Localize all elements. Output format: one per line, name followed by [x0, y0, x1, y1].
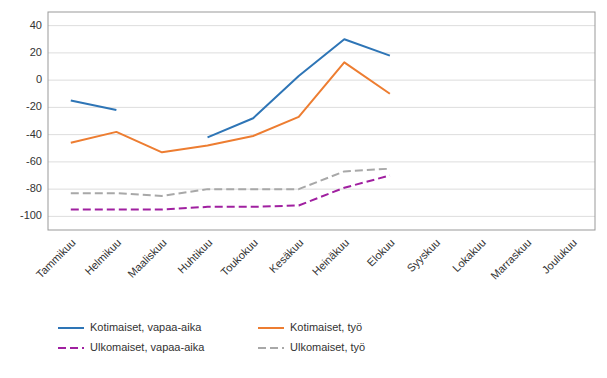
x-tick-label: Lokakuu	[450, 236, 488, 274]
y-tick-label: -80	[26, 182, 42, 194]
grid-line	[48, 134, 595, 135]
legend-swatch	[258, 347, 284, 349]
grid-line	[48, 107, 595, 108]
series-line	[71, 62, 390, 152]
y-tick-label: -100	[20, 209, 42, 221]
chart: -100 -80 -60 -40 -20 0 20 40 TammikuuHelmikuuMaa…	[0, 0, 607, 378]
legend-label: Kotimaiset, vapaa-aika	[90, 321, 202, 333]
x-tick-label: Heinäkuu	[310, 236, 351, 277]
x-tick-label: Elokuu	[364, 236, 396, 268]
series-line	[71, 39, 390, 137]
y-tick-label: 0	[36, 73, 42, 85]
legend-label: Ulkomaiset, vapaa-aika	[90, 341, 205, 353]
y-grid	[48, 26, 595, 217]
grid-line	[48, 161, 595, 162]
x-tick-label: Marraskuu	[488, 236, 533, 281]
grid-line	[48, 80, 595, 81]
lines	[71, 39, 390, 209]
series-line	[71, 176, 390, 210]
grid-line	[48, 189, 595, 190]
legend-swatch	[58, 347, 84, 349]
grid-line	[48, 25, 595, 26]
y-tick-label: 20	[30, 46, 42, 58]
x-tick-label: Joulukuu	[539, 236, 579, 276]
grid-line	[48, 52, 595, 53]
y-tick-label: -20	[26, 100, 42, 112]
series-line	[71, 169, 390, 196]
y-tick-label: 40	[30, 19, 42, 31]
legend-swatch	[258, 327, 284, 329]
x-tick-label: Toukokuu	[218, 236, 260, 278]
x-tick-label: Syyskuu	[404, 236, 442, 274]
plot-frame	[48, 12, 595, 230]
x-tick-label: Helmikuu	[82, 236, 123, 277]
y-tick-label: -40	[26, 128, 42, 140]
x-tick-label: Tammikuu	[34, 236, 78, 280]
x-tick-label: Kesäkuu	[267, 236, 306, 275]
legend-swatch	[58, 327, 84, 329]
legend-label: Kotimaiset, työ	[290, 321, 362, 333]
grid-line	[48, 216, 595, 217]
legend-label: Ulkomaiset, työ	[290, 341, 365, 353]
x-tick-label: Maaliskuu	[125, 236, 169, 280]
x-tick-label: Huhtikuu	[175, 236, 214, 275]
chart-container: -100 -80 -60 -40 -20 0 20 40 TammikuuHelmikuuMaa…	[0, 0, 607, 378]
legend: Kotimaiset, vapaa-aika Kotimaiset, työ Ulk…	[58, 321, 365, 353]
y-tick-label: -60	[26, 155, 42, 167]
